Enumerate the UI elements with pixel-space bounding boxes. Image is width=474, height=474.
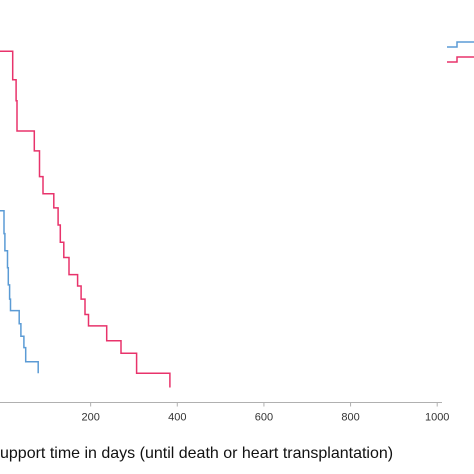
x-tick-label-200: 200 xyxy=(81,412,99,424)
x-axis-title: upport time in days (until death or hear… xyxy=(0,445,393,462)
x-tick-label-600: 600 xyxy=(255,412,273,424)
x-tick-label-400: 400 xyxy=(168,412,186,424)
legend-swatch-2 xyxy=(447,56,474,63)
x-tick-label-1000: 1000 xyxy=(425,412,449,424)
legend-swatch-1 xyxy=(447,41,474,48)
x-axis-ticks: 200 400 600 800 1000 xyxy=(81,402,449,424)
legend xyxy=(447,41,474,63)
series-line-1 xyxy=(0,50,171,388)
x-tick-label-800: 800 xyxy=(341,412,359,424)
series-line-2 xyxy=(0,210,39,374)
series-group xyxy=(0,50,171,388)
